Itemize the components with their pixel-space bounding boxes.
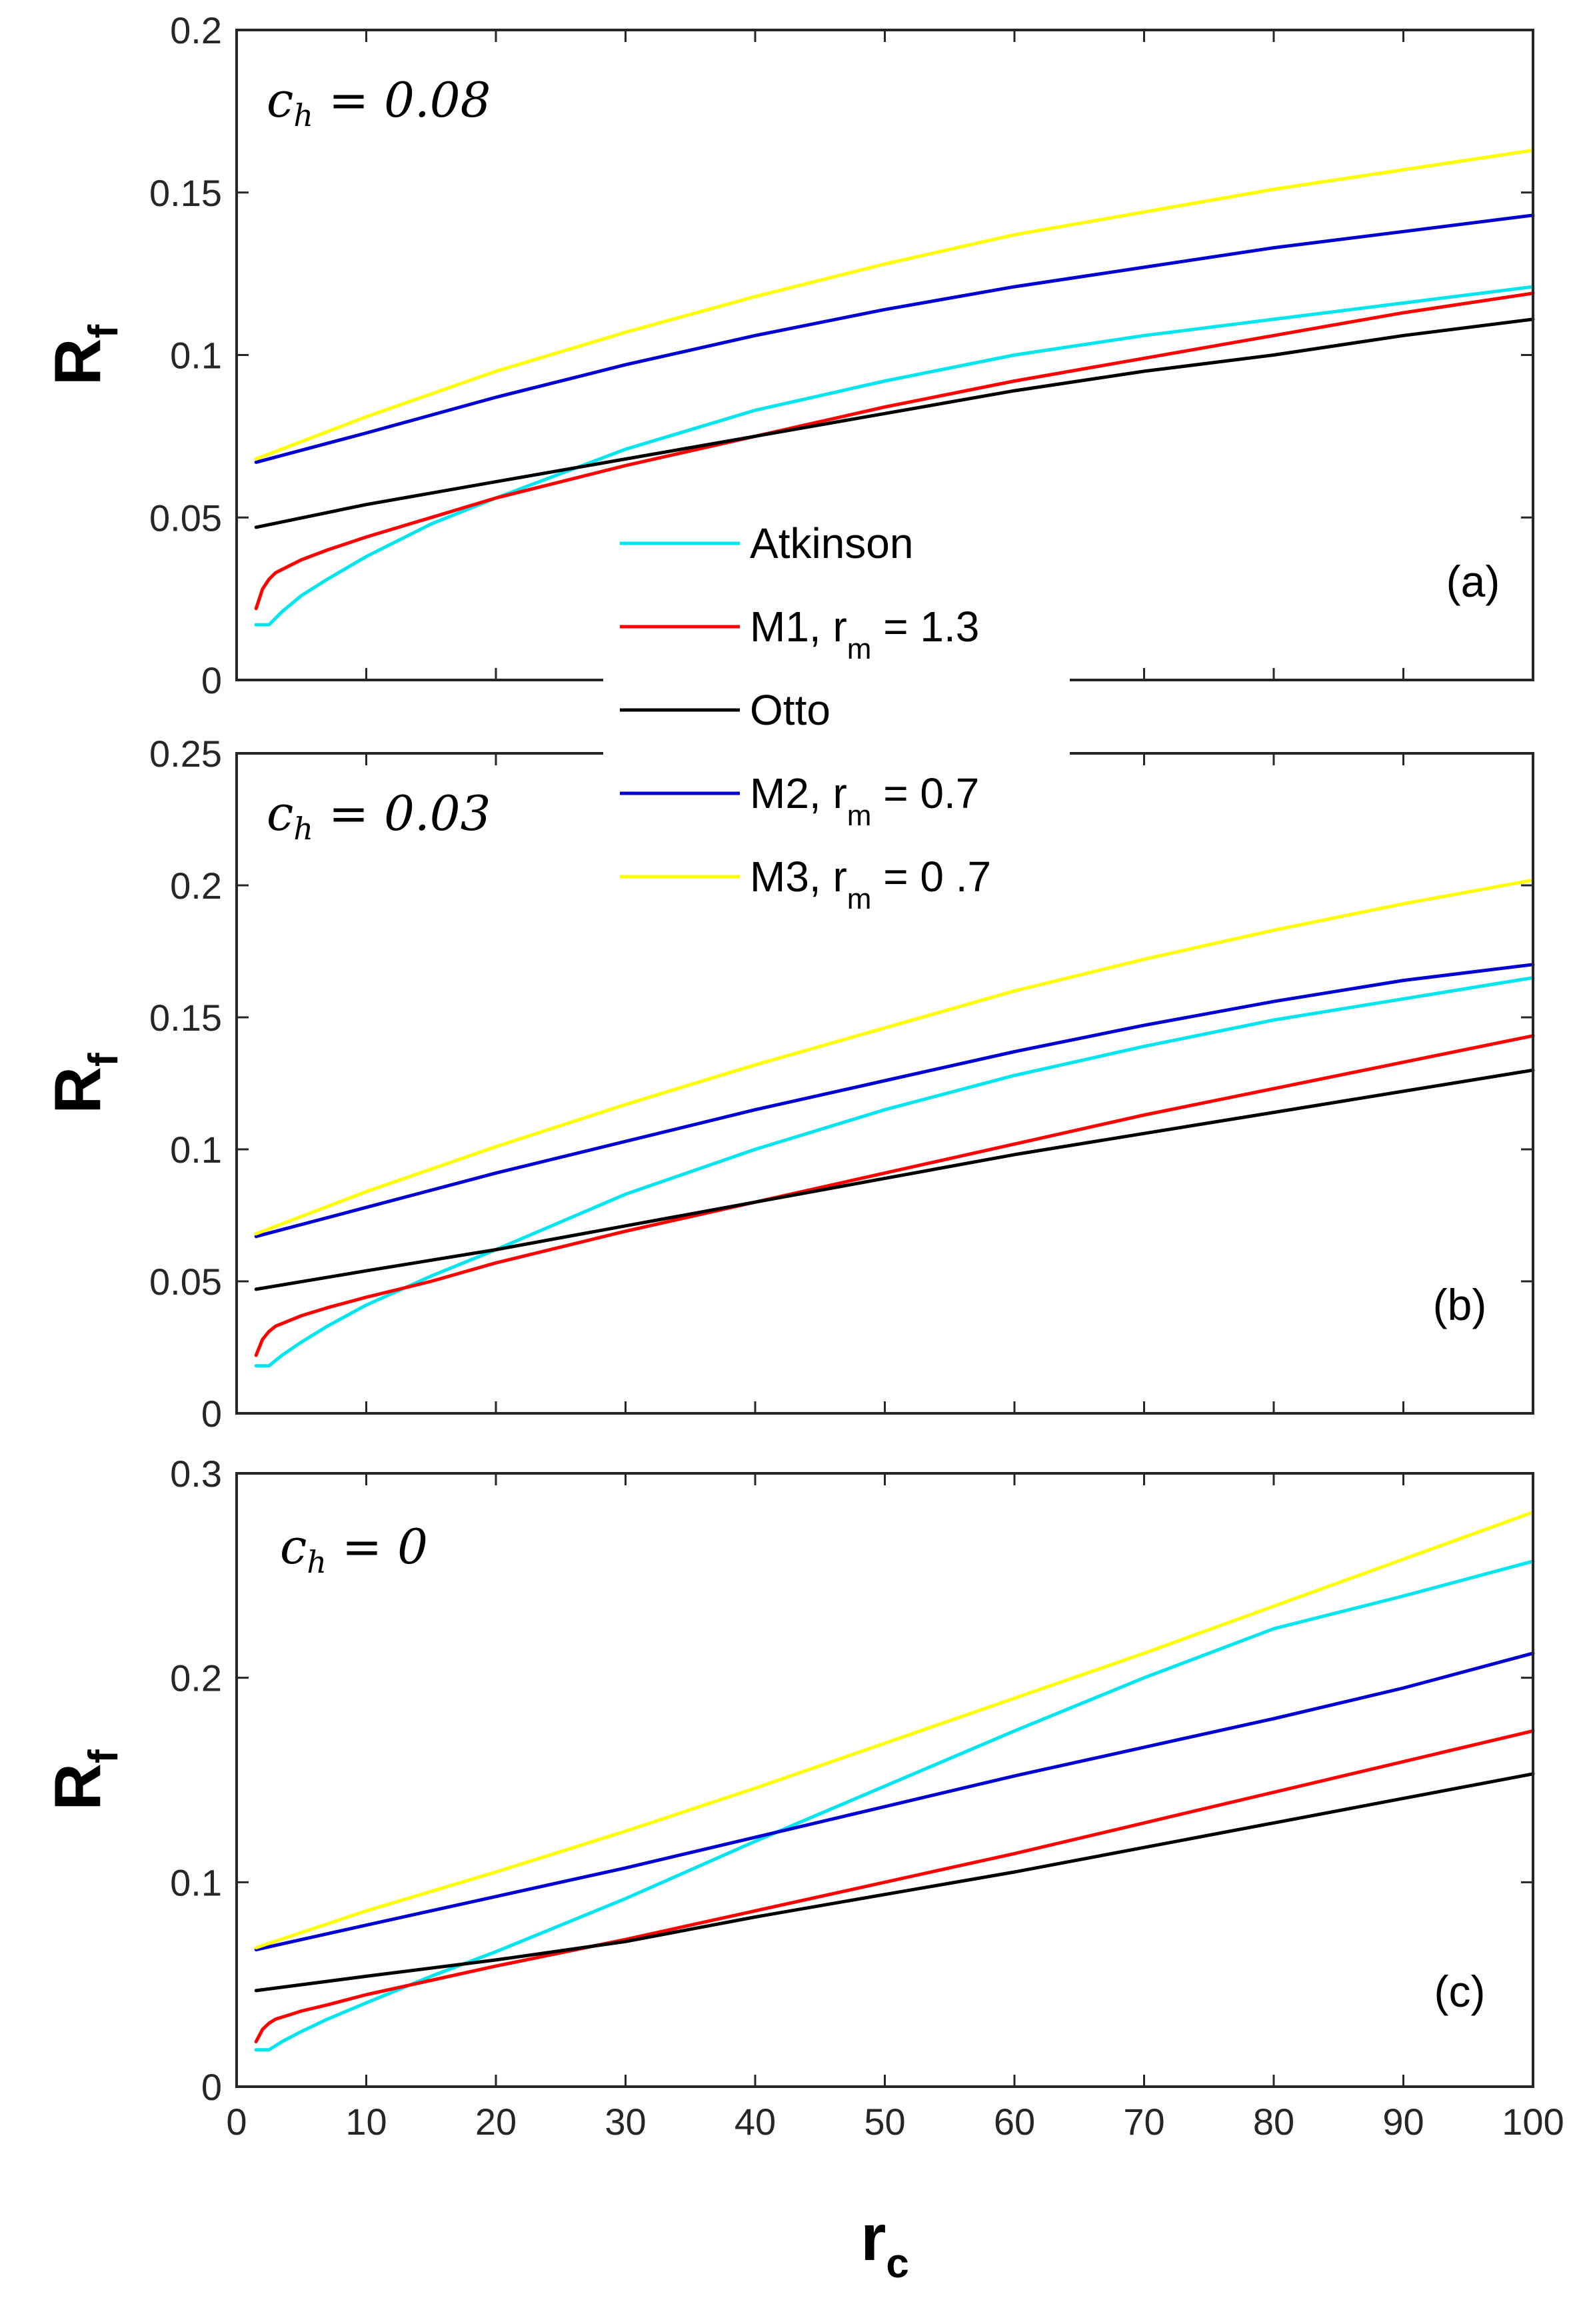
x-tick-label: 20 <box>475 2101 517 2143</box>
series-line <box>254 1510 1535 1949</box>
panel-b: 0 0.05 0.1 0.15 0.2 0.25 ch = 0.03 (b) Rf <box>41 733 1535 1435</box>
legend-entry-main: M1, r <box>750 603 847 651</box>
plot-area <box>237 1473 1533 2087</box>
series-line <box>254 963 1535 1239</box>
annotation-rest: = 0.08 <box>313 72 491 128</box>
x-tick-label: 80 <box>1253 2101 1294 2143</box>
series-line <box>254 213 1535 464</box>
legend-box <box>603 507 1070 927</box>
annotation-rest: = 0.03 <box>313 785 491 841</box>
legend-entry: Otto <box>750 686 830 734</box>
annotation-sub: h <box>293 811 313 847</box>
y-tick-label: 0.1 <box>170 1861 222 1903</box>
y-tick-label: 0 <box>201 1393 222 1435</box>
annotation: ch = 0.08 <box>267 72 491 133</box>
y-axis-label-main: R <box>41 1763 114 1811</box>
series-line <box>254 976 1535 1368</box>
legend-entry-main: M2, r <box>750 769 847 817</box>
panel-label: (a) <box>1446 557 1500 606</box>
series-line <box>254 148 1535 461</box>
legend-entry-sub: m <box>847 799 872 832</box>
y-axis-label: Rf <box>41 1053 127 1114</box>
legend-entry-main: Atkinson <box>750 519 913 567</box>
x-axis-label-sub: c <box>886 2241 908 2287</box>
x-axis-label: rc <box>860 2201 909 2287</box>
annotation-rest: = 0 <box>327 1519 428 1575</box>
series-line <box>254 285 1535 627</box>
y-tick-label: 0.3 <box>170 1453 222 1495</box>
y-tick-label: 0.05 <box>149 1261 222 1303</box>
y-axis-label: Rf <box>41 324 127 385</box>
series-line <box>254 1772 1535 1993</box>
x-tick-label: 60 <box>994 2101 1035 2143</box>
annotation: ch = 0.03 <box>267 785 491 847</box>
y-tick-label: 0.2 <box>170 1657 222 1699</box>
annotation-sub: h <box>293 97 313 133</box>
annotation-var: c <box>267 785 293 841</box>
y-tick-label: 0.1 <box>170 1129 222 1171</box>
x-tick-label: 40 <box>735 2101 776 2143</box>
x-tick-label: 70 <box>1123 2101 1164 2143</box>
legend-entry: M2, rm = 0.7 <box>750 769 979 832</box>
series-line <box>254 1729 1535 2043</box>
y-tick-label: 0.15 <box>149 997 222 1039</box>
legend-entry: Atkinson <box>750 519 913 567</box>
legend-entry-rest: = 0 .7 <box>871 853 991 901</box>
panel-label: (b) <box>1433 1280 1487 1329</box>
series-line <box>254 291 1535 611</box>
y-axis-label: Rf <box>41 1749 127 1811</box>
legend-entry-sub: m <box>847 883 872 915</box>
series-line <box>254 1034 1535 1357</box>
y-axis-label-main: R <box>41 1067 114 1114</box>
series-line <box>254 878 1535 1236</box>
legend-entry-sub: m <box>847 633 872 665</box>
annotation-var: c <box>280 1519 307 1575</box>
x-tick-label: 100 <box>1502 2101 1564 2143</box>
axes-frame <box>235 1472 1534 2088</box>
legend-entry-main: Otto <box>750 686 830 734</box>
legend-entry-main: M3, r <box>750 853 847 901</box>
x-tick-label: 50 <box>864 2101 905 2143</box>
series-line <box>254 1651 1535 1951</box>
y-axis-label-sub: f <box>81 324 127 338</box>
y-axis-label-sub: f <box>81 1053 127 1067</box>
y-tick-label: 0.25 <box>149 733 222 775</box>
y-axis-label-main: R <box>41 338 114 385</box>
x-axis-label-main: r <box>860 2201 886 2274</box>
x-tick-label: 30 <box>605 2101 646 2143</box>
legend-entry: M3, rm = 0 .7 <box>750 853 991 915</box>
y-tick-label: 0.05 <box>149 497 222 539</box>
panel-label: (c) <box>1434 1967 1486 2016</box>
series-line <box>254 317 1535 529</box>
annotation-var: c <box>267 72 293 128</box>
y-tick-label: 0.2 <box>170 865 222 907</box>
y-tick-label: 0 <box>201 659 222 701</box>
y-tick-label: 0.1 <box>170 335 222 377</box>
y-axis-label-sub: f <box>81 1749 127 1763</box>
y-tick-label: 0.2 <box>170 9 222 51</box>
y-tick-label: 0.15 <box>149 172 222 214</box>
annotation-sub: h <box>307 1544 327 1580</box>
x-tick-label: 0 <box>226 2101 247 2143</box>
legend-entry: M1, rm = 1.3 <box>750 603 979 665</box>
series-line <box>254 1559 1535 2052</box>
legend-entry-rest: = 0.7 <box>871 769 979 817</box>
x-tick-label: 10 <box>345 2101 387 2143</box>
y-tick-label: 0 <box>201 2066 222 2108</box>
series-line <box>254 1068 1535 1291</box>
annotation: ch = 0 <box>280 1519 428 1580</box>
legend-entry-rest: = 1.3 <box>871 603 979 651</box>
x-tick-label: 90 <box>1382 2101 1424 2143</box>
